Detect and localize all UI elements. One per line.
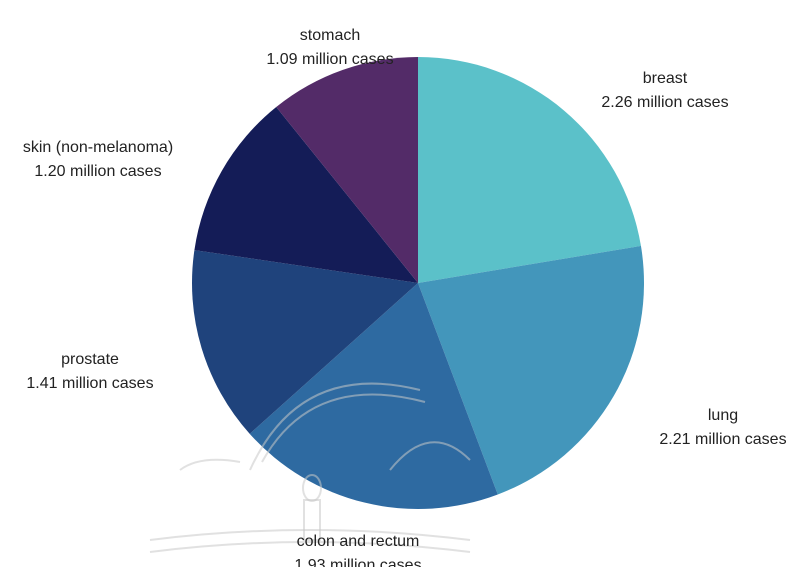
slice-name-label: breast <box>643 70 688 87</box>
slice-name-label: prostate <box>61 351 119 368</box>
slice-name-label: stomach <box>300 27 360 44</box>
pie-slice-prostate <box>192 250 418 434</box>
slice-name-label: skin (non-melanoma) <box>23 139 173 156</box>
pie-slice-lung <box>418 245 645 495</box>
pie-slices <box>192 57 645 510</box>
slice-name-label: colon and rectum <box>297 533 420 550</box>
slice-value-label: 2.21 million cases <box>659 431 786 448</box>
slice-value-label: 2.26 million cases <box>601 94 728 111</box>
pie-slice-breast <box>418 57 641 283</box>
watermark-emblem-icon <box>149 382 471 553</box>
pie-labels: breast 2.26 million cases lung 2.21 million… <box>23 27 787 567</box>
slice-value-label: 1.93 million cases <box>294 557 421 567</box>
slice-value-label: 1.41 million cases <box>26 375 153 392</box>
slice-value-label: 1.09 million cases <box>266 51 393 68</box>
slice-value-label: 1.20 million cases <box>34 163 161 180</box>
slice-name-label: lung <box>708 407 738 424</box>
pie-slice-colon-and-rectum <box>249 283 498 510</box>
pie-slice-stomach <box>276 57 418 283</box>
pie-slice-skin-non-melanoma- <box>194 107 418 283</box>
